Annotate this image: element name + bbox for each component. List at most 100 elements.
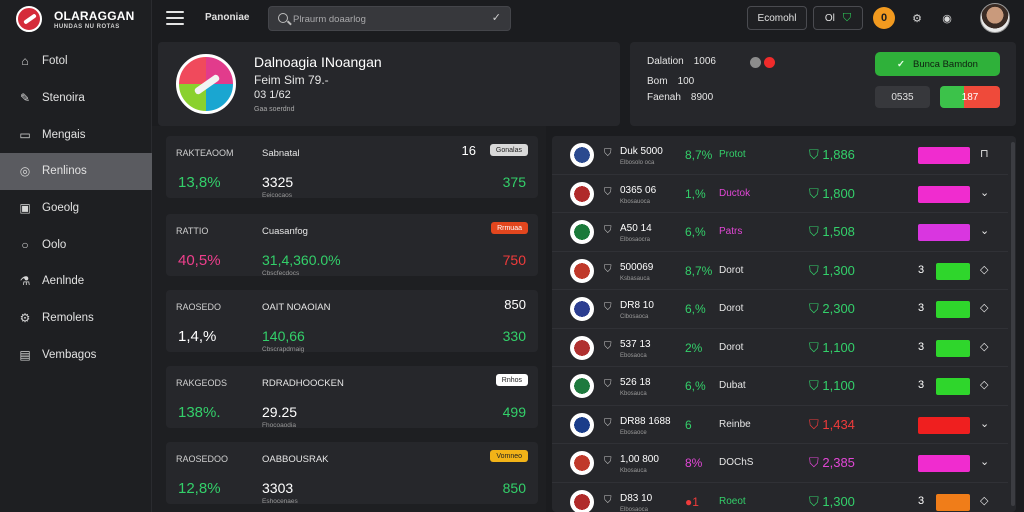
row-action-icon[interactable]: ⊓ xyxy=(980,148,989,160)
sidebar-item-1[interactable]: ✎ Stenoira xyxy=(0,80,152,117)
sidebar-item-label: Renlinos xyxy=(42,165,87,178)
row-status-bar[interactable] xyxy=(918,224,970,241)
list-row[interactable]: ⛉ 1,00 800 Kbosauca 8% DOChS ⛉ 2,385 ⌄ xyxy=(552,444,1008,483)
brand[interactable]: OLARAGGAN HUNDAS NU ROTAS xyxy=(14,6,144,36)
card-badge[interactable]: Gonalas xyxy=(489,144,528,156)
row-action-icon[interactable]: ◇ xyxy=(980,302,989,314)
row-action-icon[interactable]: ⌄ xyxy=(980,456,990,468)
row-stat-value: 1,508 xyxy=(822,224,855,239)
compass-icon: ◎ xyxy=(19,164,31,179)
card-header-left: RAOSEDOO xyxy=(176,454,229,464)
shield-check-icon: ⛉ xyxy=(809,378,823,393)
row-subtitle: Ebosaoca xyxy=(620,352,647,359)
list-row[interactable]: ⛉ 537 13 Ebosaoca 2% Dorot ⛉ 1,100 3 ◇ xyxy=(552,329,1008,367)
row-tag: Protot xyxy=(719,149,746,160)
row-status-bar[interactable] xyxy=(918,147,970,164)
row-action-icon[interactable]: ⌄ xyxy=(980,225,990,237)
sidebar-item-8[interactable]: ▤ Vembagos xyxy=(0,337,152,374)
stat-label: Dalation xyxy=(647,56,684,67)
shield-check-icon: ⛉ xyxy=(809,493,823,509)
row-subtitle: Kbosauoca xyxy=(620,198,651,205)
list-row[interactable]: ⛉ DR88 1688 Ebosaoce 6 Reinbe ⛉ 1,434 ⌄ xyxy=(552,406,1008,444)
help-icon[interactable]: ◉ xyxy=(942,12,952,25)
row-subtitle: Elbosolo oca xyxy=(620,160,655,166)
list-row[interactable]: ⛉ DR8 10 Clbosaoca 6,% Dorot ⛉ 2,300 3 ◇ xyxy=(552,290,1008,329)
sidebar-item-5[interactable]: ○ Oolo xyxy=(0,226,152,263)
row-stat: ⛉ 1,300 xyxy=(809,263,855,279)
confirm-button[interactable]: ✓ Bunca Bamdon xyxy=(875,52,1000,76)
sidebar-item-label: Fotol xyxy=(42,55,68,68)
list-scrollbar[interactable] xyxy=(1011,142,1015,506)
stats-panel: Dalation 1006 Bom 100 Faenah 8900 ✓ Bunca Ba… xyxy=(630,42,1016,126)
card-subtext: Eshocenaes xyxy=(262,498,298,505)
card-badge[interactable]: Rnhos xyxy=(495,374,528,386)
stat-card[interactable]: RAOSEDO OAIT NOAOIAN 1,4,% 140,66 Cbscrapdrn… xyxy=(166,290,538,353)
header-button-shield[interactable]: Ol ⛉ xyxy=(813,6,863,30)
sidebar-item-2[interactable]: ▭ Mengais xyxy=(0,116,152,153)
row-action-icon[interactable]: ◇ xyxy=(980,340,989,353)
row-action-icon[interactable]: ⌄ xyxy=(980,417,990,430)
search-box[interactable]: ✓ xyxy=(268,6,511,31)
list-row[interactable]: ⛉ Duk 5000 Elbosolo oca 8,7% Protot ⛉ 1,886 ⊓ xyxy=(552,136,1008,175)
row-status-bar[interactable] xyxy=(936,493,970,511)
card-subtext: Eeicocaos xyxy=(262,192,292,199)
header-button-primary[interactable]: Ecomohl xyxy=(747,6,807,30)
stat-value: 1006 xyxy=(693,56,716,67)
team-crest-icon xyxy=(570,412,594,437)
card-header-right: Cuasanfog xyxy=(262,226,308,237)
row-stat-value: 1,100 xyxy=(822,378,855,393)
row-percent: ●1 xyxy=(685,494,699,509)
row-status-bar[interactable] xyxy=(918,455,970,472)
sidebar-item-7[interactable]: ⚙ Remolens xyxy=(0,300,152,337)
notification-badge[interactable]: 0 xyxy=(873,7,895,29)
team-crest-icon xyxy=(570,489,594,512)
settings-icon[interactable]: ⚙ xyxy=(912,12,922,25)
list-row[interactable]: ⛉ 0365 06 Kbosauoca 1,% Ductok ⛉ 1,800 ⌄ xyxy=(552,175,1008,213)
mini-button-gray[interactable]: 0535 xyxy=(875,86,930,108)
mini-button-split[interactable]: 187 xyxy=(940,86,1000,108)
row-action-icon[interactable]: ◇ xyxy=(980,494,989,507)
row-status-bar[interactable] xyxy=(918,416,970,434)
row-stat: ⛉ 1,886 xyxy=(809,147,855,163)
shield-check-icon: ⛉ xyxy=(809,185,823,201)
stat-card[interactable]: RAKTEAOOM Sabnatal 13,8% 3325 Eeicocaos 375 16… xyxy=(166,136,538,199)
list-row[interactable]: ⛉ A50 14 Elbosaocra 6,% Patrs ⛉ 1,508 ⌄ xyxy=(552,213,1008,252)
row-action-icon[interactable]: ◇ xyxy=(980,263,989,276)
stat-card[interactable]: RATTIO Cuasanfog 40,5% 31,4,360.0% Cbscfecdo… xyxy=(166,214,538,277)
stat-card[interactable]: RAOSEDOO OABBOUSRAK 12,8% 3303 Eshocenaes 850… xyxy=(166,442,538,505)
row-status-bar[interactable] xyxy=(936,378,970,395)
card-badge[interactable]: Rrmuaa xyxy=(491,222,528,234)
sidebar-item-4[interactable]: ▣ Goeolg xyxy=(0,190,152,227)
row-status-bar[interactable] xyxy=(936,339,970,357)
sidebar-item-3[interactable]: ◎ Renlinos xyxy=(0,153,152,190)
row-action-icon[interactable]: ⌄ xyxy=(980,186,990,199)
card-subtext: Fhocoaodia xyxy=(262,422,296,429)
list-row[interactable]: ⛉ 500069 Ksbasauca 8,7% Dorot ⛉ 1,300 3 ◇ xyxy=(552,252,1008,290)
row-status-bar[interactable] xyxy=(936,301,970,318)
team-crest-icon xyxy=(570,181,594,206)
list-row[interactable]: ⛉ 526 18 Kbosauca 6,% Dubat ⛉ 1,100 3 ◇ xyxy=(552,367,1008,406)
sidebar-item-6[interactable]: ⚗ Aenlnde xyxy=(0,263,152,300)
list-row[interactable]: ⛉ D83 10 Elbosaoca ●1 Roeot ⛉ 1,300 3 ◇ xyxy=(552,483,1008,512)
row-stat-value: 1,300 xyxy=(822,262,855,278)
card-badge[interactable]: Vomneo xyxy=(490,450,528,462)
row-action-icon[interactable]: ◇ xyxy=(980,379,989,391)
sidebar-item-label: Aenlnde xyxy=(42,275,85,288)
card-value: 29.25 xyxy=(262,404,298,420)
stat-card[interactable]: RAKGEODS RDRADHOOCKEN 138%. 29.25 Fhocoaodia… xyxy=(166,366,538,429)
checkmark-icon[interactable]: ✓ xyxy=(491,12,501,24)
card-value: 140,66 xyxy=(262,328,305,344)
user-avatar[interactable] xyxy=(980,3,1010,33)
row-status-bar[interactable] xyxy=(918,185,970,203)
sidebar-item-0[interactable]: ⌂ Fotol xyxy=(0,43,152,80)
stat-label: Faenah xyxy=(647,92,681,103)
header-button-primary-label: Ecomohl xyxy=(757,12,797,24)
row-title: 526 18 xyxy=(620,377,651,388)
search-input[interactable] xyxy=(293,12,483,26)
shield-icon: ⛉ xyxy=(604,494,612,506)
shield-icon: ⛉ xyxy=(604,302,612,313)
row-status-bar[interactable] xyxy=(936,262,970,280)
row-tag: Dorot xyxy=(719,303,744,314)
mini-button-split-label: 187 xyxy=(961,91,979,103)
hamburger-menu-icon[interactable] xyxy=(166,11,184,25)
